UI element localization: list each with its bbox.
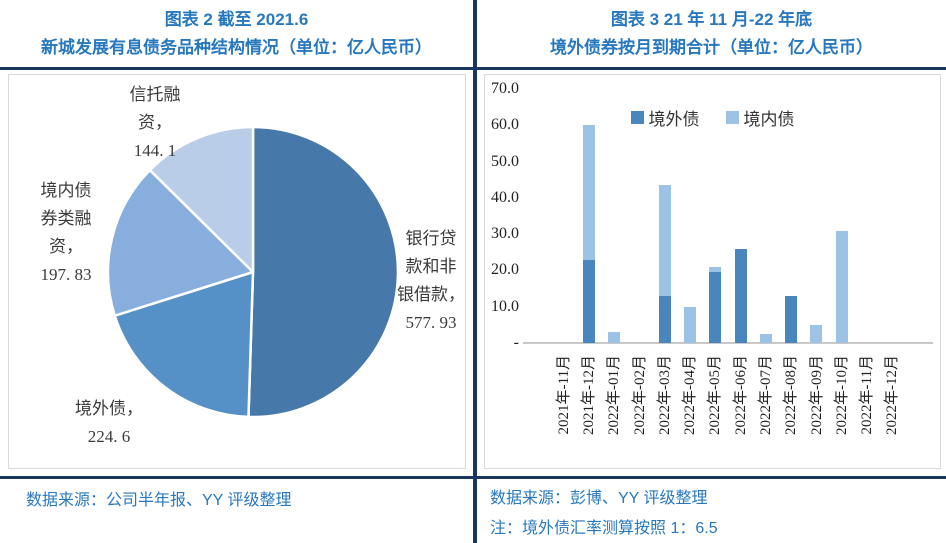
bar-slot-2022年-08月	[779, 75, 804, 343]
bar-segment-境内债	[684, 306, 697, 343]
right-chart-title-line2: 境外债券按月到期合计（单位：亿人民币）	[550, 38, 873, 57]
bar-slot-2022年-11月	[854, 75, 879, 343]
pie-slice-1	[113, 270, 255, 419]
x-axis-tick-label: 2022年-03月	[656, 355, 673, 435]
y-axis-tick-label: 50.0	[491, 152, 519, 170]
bar-slot-2022年-06月	[728, 75, 753, 343]
left-source-note: 数据来源：公司半年报、YY 评级整理	[26, 492, 292, 509]
bar-slot-2022年-09月	[804, 75, 829, 343]
legend-item-0: 境外债	[630, 105, 700, 130]
right-chart-title: 图表 3 21 年 11 月-22 年底 境外债券按月到期合计（单位：亿人民币）	[477, 6, 946, 62]
bar-segment-境内债	[835, 230, 848, 343]
x-axis-tick-label: 2022年-06月	[732, 355, 749, 435]
bar-slot-2022年-07月	[753, 75, 778, 343]
x-axis-tick-label: 2021年-12月	[580, 355, 597, 435]
y-axis-tick-label: -	[513, 334, 519, 351]
y-axis-tick-label: 40.0	[491, 188, 519, 206]
bar-segment-境内债	[709, 266, 722, 273]
bar-slot-2022年-05月	[703, 75, 728, 343]
pie-slice-label-2: 境内债 券类融 资， 197. 83	[40, 181, 92, 284]
x-axis-line	[523, 342, 933, 344]
x-axis-tick-label: 2022年-11月	[859, 355, 876, 435]
bar-segment-境内债	[608, 332, 621, 343]
bar-slot-2021年-11月	[551, 75, 576, 343]
bar-slot-2022年-10月	[829, 75, 854, 343]
bar-slot-2021年-12月	[576, 75, 601, 343]
x-axis-tick-label: 2022年-04月	[682, 355, 699, 435]
y-axis-tick-label: 20.0	[491, 261, 519, 279]
bar-segment-境外债	[582, 259, 595, 343]
x-axis-tick-label: 2022年-02月	[631, 355, 648, 435]
x-axis-tick-label: 2022年-12月	[884, 355, 901, 435]
bar-slot-2022年-02月	[627, 75, 652, 343]
left-chart-title-line2: 新城发展有息债务品种结构情况（单位：亿人民币）	[41, 38, 432, 57]
pie-slice-label-3: 信托融 资， 144. 1	[129, 85, 181, 160]
stacked-bar-chart: 70.0 60.0 50.0 40.0 30.0 20.0 10.0 - 境外债 境内债 2021年…	[484, 74, 941, 469]
legend-swatch-icon	[630, 111, 644, 124]
x-axis-tick-label: 2022年-01月	[606, 355, 623, 435]
y-axis-tick-label: 30.0	[491, 225, 519, 243]
bar-segment-境外债	[734, 248, 747, 343]
bar-segment-境内债	[582, 125, 595, 260]
pie-slice-3	[148, 125, 255, 274]
x-axis-tick-label: 2022年-09月	[808, 355, 825, 435]
x-axis-tick-label: 2022年-08月	[783, 355, 800, 435]
legend-item-1: 境内债	[725, 105, 795, 130]
y-axis-tick-label: 10.0	[491, 297, 519, 315]
pie-chart: 银行贷 款和非 银借款， 577. 93 境外债， 224. 6 境内债 券类融 资， 197. …	[8, 74, 466, 469]
pie-svg	[106, 125, 400, 419]
bar-segment-境外债	[658, 295, 671, 343]
x-axis-tick-label: 2022年-07月	[757, 355, 774, 435]
bar-segment-境外债	[709, 272, 722, 343]
bar-slot-2022年-12月	[880, 75, 905, 343]
legend-swatch-icon	[725, 111, 739, 124]
legend-label: 境外债	[648, 110, 700, 129]
pie-slice-0	[247, 125, 400, 419]
y-axis-tick-label: 70.0	[491, 80, 519, 97]
right-chart-title-line1: 图表 3 21 年 11 月-22 年底	[610, 10, 813, 29]
bar-slot-2022年-01月	[602, 75, 627, 343]
bar-plot-area	[551, 75, 905, 343]
bar-slot-2022年-04月	[677, 75, 702, 343]
right-fx-note: 注：境外债汇率测算按照 1：6.5	[490, 520, 718, 537]
bar-segment-境内债	[658, 185, 671, 296]
right-source-note: 数据来源：彭博、YY 评级整理	[490, 490, 708, 507]
chart-legend: 境外债 境内债	[485, 105, 940, 130]
left-chart-title-line1: 图表 2 截至 2021.6	[164, 10, 309, 29]
bar-slot-2022年-03月	[652, 75, 677, 343]
x-axis-tick-label: 2022年-10月	[833, 355, 850, 435]
x-axis-tick-label: 2022年-05月	[707, 355, 724, 435]
bar-segment-境外债	[785, 295, 798, 343]
legend-label: 境内债	[743, 110, 795, 129]
pie-slice-2	[106, 168, 255, 317]
column-divider-rule	[473, 0, 477, 543]
bar-segment-境内债	[759, 333, 772, 343]
x-axis-tick-label: 2021年-11月	[555, 355, 572, 435]
y-axis-tick-label: 60.0	[491, 116, 519, 134]
pie-slice-label-1: 境外债， 224. 6	[75, 399, 143, 446]
bar-segment-境内债	[810, 324, 823, 343]
left-chart-title: 图表 2 截至 2021.6 新城发展有息债务品种结构情况（单位：亿人民币）	[0, 6, 473, 62]
pie-slice-label-0: 银行贷 款和非 银借款， 577. 93	[397, 229, 465, 332]
